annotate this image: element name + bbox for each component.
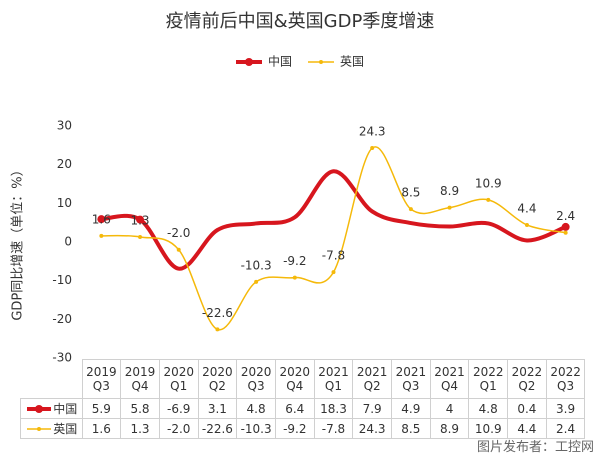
x-tick-label: 2022 Q1 [468, 359, 509, 399]
table-value: -2.0 [158, 418, 199, 439]
table-value: 4.8 [236, 398, 276, 419]
table-value: -9.2 [274, 418, 315, 439]
legend-cell: 中国 [20, 398, 83, 419]
y-tick-label: 20 [57, 157, 72, 171]
table-value: 7.9 [352, 398, 392, 419]
table-value: 4.4 [507, 418, 547, 439]
table-value: -10.3 [236, 418, 276, 439]
point [215, 327, 220, 332]
x-tick-label: 2019 Q3 [81, 359, 122, 399]
series-line [101, 169, 567, 271]
point [176, 247, 181, 252]
legend-label: 英国 [53, 421, 78, 436]
point [408, 207, 413, 212]
point [331, 270, 336, 275]
data-label: -7.8 [322, 249, 345, 263]
x-tick-label: 2021 Q1 [313, 359, 354, 399]
table-value: 3.1 [197, 398, 238, 419]
table-value: 4.8 [468, 398, 509, 419]
table-row: 中国 5.9 5.8 -6.9 3.1 4.8 6.4 18.3 7.9 4.9 4 4.8 0.4 3.… [20, 398, 586, 419]
table-value: 2.4 [545, 418, 586, 439]
legend-marker [319, 60, 323, 64]
y-tick-label: 10 [57, 196, 72, 210]
data-label: -9.2 [283, 254, 306, 268]
legend-label: 中国 [53, 401, 78, 416]
legend-marker [37, 427, 42, 431]
table-row: 英国 1.6 1.3 -2.0 -22.6 -10.3 -9.2 -7.8 24.3 8.5 8.9… [20, 418, 586, 439]
point [99, 233, 104, 238]
y-tick-label: -20 [52, 312, 72, 326]
data-label: -2.0 [167, 226, 190, 240]
data-label: 2.4 [556, 209, 575, 223]
table-value: 0.4 [507, 398, 547, 419]
data-label: 10.9 [475, 176, 502, 190]
legend-label: 中国 [268, 54, 292, 69]
data-table: 2019 Q3 2019 Q4 2020 Q1 2020 Q2 2020 Q3 2020 … [20, 359, 586, 439]
point [447, 205, 452, 210]
data-label: -10.3 [241, 258, 272, 272]
table-row: 2019 Q3 2019 Q4 2020 Q1 2020 Q2 2020 Q3 2020 … [20, 359, 586, 399]
x-tick-label: 2021 Q4 [429, 359, 470, 399]
data-label: 8.5 [401, 186, 420, 200]
x-tick-label: 2021 Q2 [352, 359, 392, 399]
y-axis-label: GDP同比增速（单位：%） [11, 163, 26, 320]
point [524, 222, 529, 227]
table-value: 18.3 [313, 398, 354, 419]
chart-title: 疫情前后中国&英国GDP季度增速 [166, 11, 435, 32]
table-value: -22.6 [197, 418, 238, 439]
x-tick-label: 2020 Q4 [274, 359, 315, 399]
legend-marker [245, 58, 253, 66]
point [563, 230, 568, 235]
table-cell [20, 359, 83, 399]
data-label: 1.6 [92, 212, 111, 226]
point [370, 146, 375, 151]
data-label: 1.3 [130, 213, 149, 227]
point [254, 279, 259, 284]
table-value: 10.9 [468, 418, 509, 439]
data-label: -22.6 [202, 306, 233, 320]
data-label: 24.3 [359, 125, 386, 139]
y-tick-label: 30 [57, 119, 72, 133]
x-tick-label: 2019 Q4 [120, 359, 160, 399]
table-value: 1.3 [120, 418, 160, 439]
table-value: 24.3 [352, 418, 392, 439]
x-tick-label: 2020 Q1 [158, 359, 199, 399]
table-value: 4.9 [391, 398, 431, 419]
watermark: 图片发布者：工控网 [476, 440, 594, 455]
table-value: 4 [429, 398, 470, 419]
data-label: 4.4 [517, 201, 536, 215]
x-tick-label: 2022 Q2 [507, 359, 547, 399]
x-tick-label: 2021 Q3 [391, 359, 431, 399]
y-tick-label: 0 [64, 235, 72, 249]
legend-icon [27, 427, 52, 431]
x-tick-label: 2022 Q3 [545, 359, 586, 399]
table-value: 8.9 [429, 418, 470, 439]
legend-marker [35, 405, 44, 413]
table-value: 6.4 [274, 398, 315, 419]
point [292, 275, 297, 280]
table-value: 1.6 [81, 418, 122, 439]
legend-cell: 英国 [20, 418, 83, 439]
point [486, 197, 491, 202]
point [136, 215, 145, 224]
legend-icon [27, 405, 52, 413]
table-value: -6.9 [158, 398, 199, 419]
point [138, 234, 143, 239]
legend-label: 英国 [340, 55, 364, 69]
y-tick-label: -10 [52, 273, 72, 287]
table-value: 5.8 [120, 398, 160, 419]
point [561, 222, 570, 231]
table-value: 8.5 [391, 418, 431, 439]
table-value: 5.9 [81, 398, 122, 419]
point [97, 215, 106, 224]
series-line [101, 146, 566, 331]
table-value: -7.8 [313, 418, 354, 439]
table-value: 3.9 [545, 398, 586, 419]
x-tick-label: 2020 Q2 [197, 359, 238, 399]
x-tick-label: 2020 Q3 [236, 359, 276, 399]
data-label: 8.9 [440, 184, 459, 198]
